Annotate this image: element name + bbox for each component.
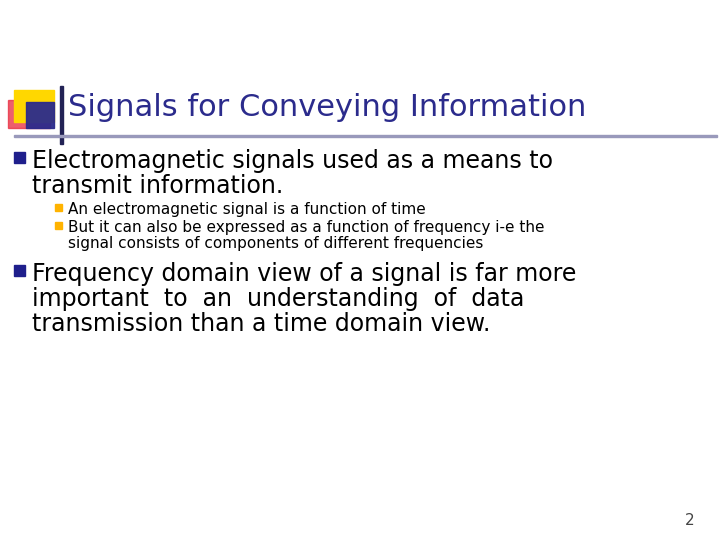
Text: An electromagnetic signal is a function of time: An electromagnetic signal is a function … (68, 202, 426, 217)
Bar (14, 135, 717, 137)
Text: transmit information.: transmit information. (32, 174, 283, 198)
Text: But it can also be expressed as a function of frequency i-e the: But it can also be expressed as a functi… (68, 220, 544, 235)
Bar (26, 102, 54, 128)
Bar (55, 204, 62, 211)
Text: signal consists of components of different frequencies: signal consists of components of differe… (68, 236, 483, 251)
Bar (55, 222, 62, 229)
Bar (60, 86, 63, 144)
Bar (14, 152, 25, 163)
Text: Electromagnetic signals used as a means to: Electromagnetic signals used as a means … (32, 149, 553, 173)
Bar (14, 90, 54, 122)
Text: Frequency domain view of a signal is far more: Frequency domain view of a signal is far… (32, 262, 577, 286)
Bar (8, 100, 50, 128)
Text: important  to  an  understanding  of  data: important to an understanding of data (32, 287, 524, 311)
Text: transmission than a time domain view.: transmission than a time domain view. (32, 312, 490, 336)
Bar (14, 265, 25, 276)
Text: 2: 2 (685, 513, 695, 528)
Text: Signals for Conveying Information: Signals for Conveying Information (68, 93, 586, 122)
